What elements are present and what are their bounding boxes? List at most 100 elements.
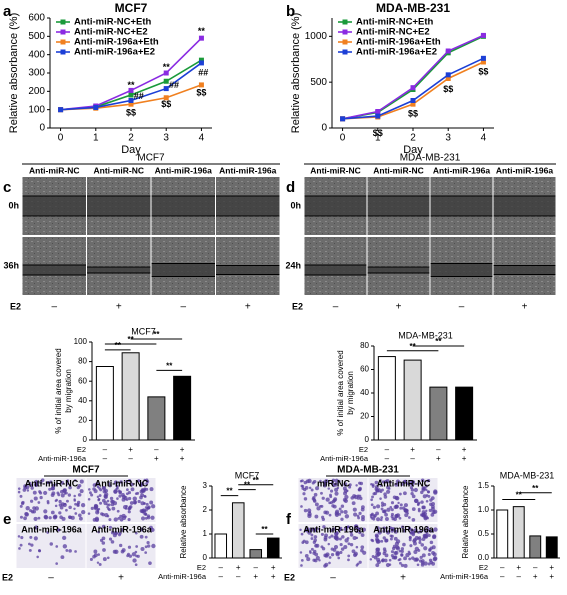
y-axis-label: Relative absorbance bbox=[179, 485, 188, 558]
micrograph-label: Anti-miR-196a bbox=[91, 524, 153, 534]
cell bbox=[134, 550, 138, 554]
cell bbox=[393, 536, 398, 541]
y-tick-label: 0 bbox=[83, 435, 88, 444]
condition-mark: + bbox=[410, 445, 415, 454]
treatment-mark: – bbox=[333, 302, 339, 313]
cell bbox=[316, 506, 321, 511]
cell bbox=[304, 540, 309, 545]
cell bbox=[380, 501, 384, 505]
cell bbox=[92, 554, 96, 559]
micrograph-label: Anti-miR-196a bbox=[373, 524, 435, 534]
data-point bbox=[480, 55, 486, 61]
cell bbox=[140, 509, 145, 514]
cell bbox=[102, 557, 107, 562]
annotation: ** bbox=[198, 26, 206, 36]
cell bbox=[413, 528, 418, 533]
cell bbox=[308, 486, 312, 490]
cell bbox=[433, 527, 438, 532]
cell bbox=[372, 505, 377, 510]
significance-label: ** bbox=[153, 330, 160, 339]
y-axis-label: by migration bbox=[346, 371, 355, 415]
data-point bbox=[410, 98, 416, 103]
cell bbox=[107, 508, 111, 512]
data-point bbox=[128, 92, 134, 98]
cell bbox=[400, 553, 404, 557]
cell bbox=[106, 514, 110, 518]
cell bbox=[74, 512, 78, 515]
cell bbox=[355, 484, 358, 487]
annotation: ** bbox=[163, 62, 171, 72]
annotation: $$ bbox=[408, 109, 418, 119]
cell bbox=[96, 485, 100, 489]
cell bbox=[24, 512, 30, 517]
micrograph-label: Anti-miR-NC bbox=[95, 478, 149, 488]
cell bbox=[385, 479, 390, 484]
condition-mark: + bbox=[236, 563, 241, 572]
cell bbox=[423, 533, 429, 538]
cell bbox=[310, 537, 314, 540]
cell bbox=[423, 561, 428, 566]
cell bbox=[137, 479, 141, 483]
chart-title: MDA-MB-231 bbox=[500, 470, 555, 480]
condition-mark: – bbox=[410, 454, 415, 463]
cell bbox=[421, 505, 426, 510]
cell bbox=[65, 508, 68, 512]
micrograph bbox=[87, 237, 151, 295]
cell bbox=[96, 495, 100, 499]
data-point bbox=[163, 70, 169, 76]
micrograph-label: Anti-miR-NC bbox=[377, 478, 431, 488]
legend-label: Anti-miR-196a+Eth bbox=[356, 37, 441, 48]
condition-name: Anti-miR-196a bbox=[440, 572, 489, 581]
cell bbox=[29, 535, 33, 539]
cell bbox=[382, 526, 386, 530]
cell bbox=[23, 516, 27, 521]
cell bbox=[303, 497, 308, 501]
cell bbox=[344, 538, 349, 543]
cell bbox=[433, 556, 438, 561]
cell bbox=[67, 493, 72, 497]
cell bbox=[383, 495, 388, 499]
cell bbox=[114, 549, 119, 554]
cell bbox=[336, 486, 340, 490]
y-tick-label: 500 bbox=[28, 31, 45, 42]
cell bbox=[376, 539, 381, 544]
micrograph-label: miR-NC bbox=[317, 478, 350, 488]
cell bbox=[360, 545, 365, 550]
cell bbox=[300, 558, 304, 562]
cell bbox=[146, 514, 151, 518]
data-point bbox=[445, 76, 451, 81]
cell bbox=[49, 480, 53, 484]
cell bbox=[55, 562, 58, 565]
condition-mark: + bbox=[549, 563, 554, 572]
cell bbox=[327, 487, 331, 490]
cell bbox=[324, 479, 329, 484]
cell bbox=[62, 488, 67, 493]
cell bbox=[370, 498, 373, 502]
data-point bbox=[58, 107, 64, 113]
cell bbox=[390, 508, 394, 512]
cell bbox=[374, 480, 379, 485]
cell bbox=[19, 494, 23, 498]
cell bbox=[57, 493, 61, 497]
cell bbox=[414, 557, 420, 562]
cell bbox=[425, 509, 428, 513]
cell bbox=[126, 488, 129, 492]
y-axis-label: Relative absorbance (%) bbox=[290, 13, 302, 133]
cell bbox=[92, 483, 97, 487]
cell bbox=[341, 535, 345, 539]
cell bbox=[373, 491, 378, 496]
cell bbox=[79, 479, 84, 484]
cell bbox=[128, 505, 133, 509]
cell bbox=[417, 509, 421, 513]
cell bbox=[417, 536, 420, 540]
data-point bbox=[128, 98, 134, 103]
cell bbox=[113, 480, 119, 485]
cell bbox=[112, 501, 118, 506]
column-label: Anti-miR-NC bbox=[373, 165, 424, 175]
legend-marker bbox=[342, 29, 348, 35]
treatment-mark: – bbox=[51, 302, 57, 313]
cell bbox=[421, 553, 426, 558]
cell bbox=[96, 510, 100, 513]
cell bbox=[376, 504, 381, 509]
cell bbox=[29, 509, 33, 513]
